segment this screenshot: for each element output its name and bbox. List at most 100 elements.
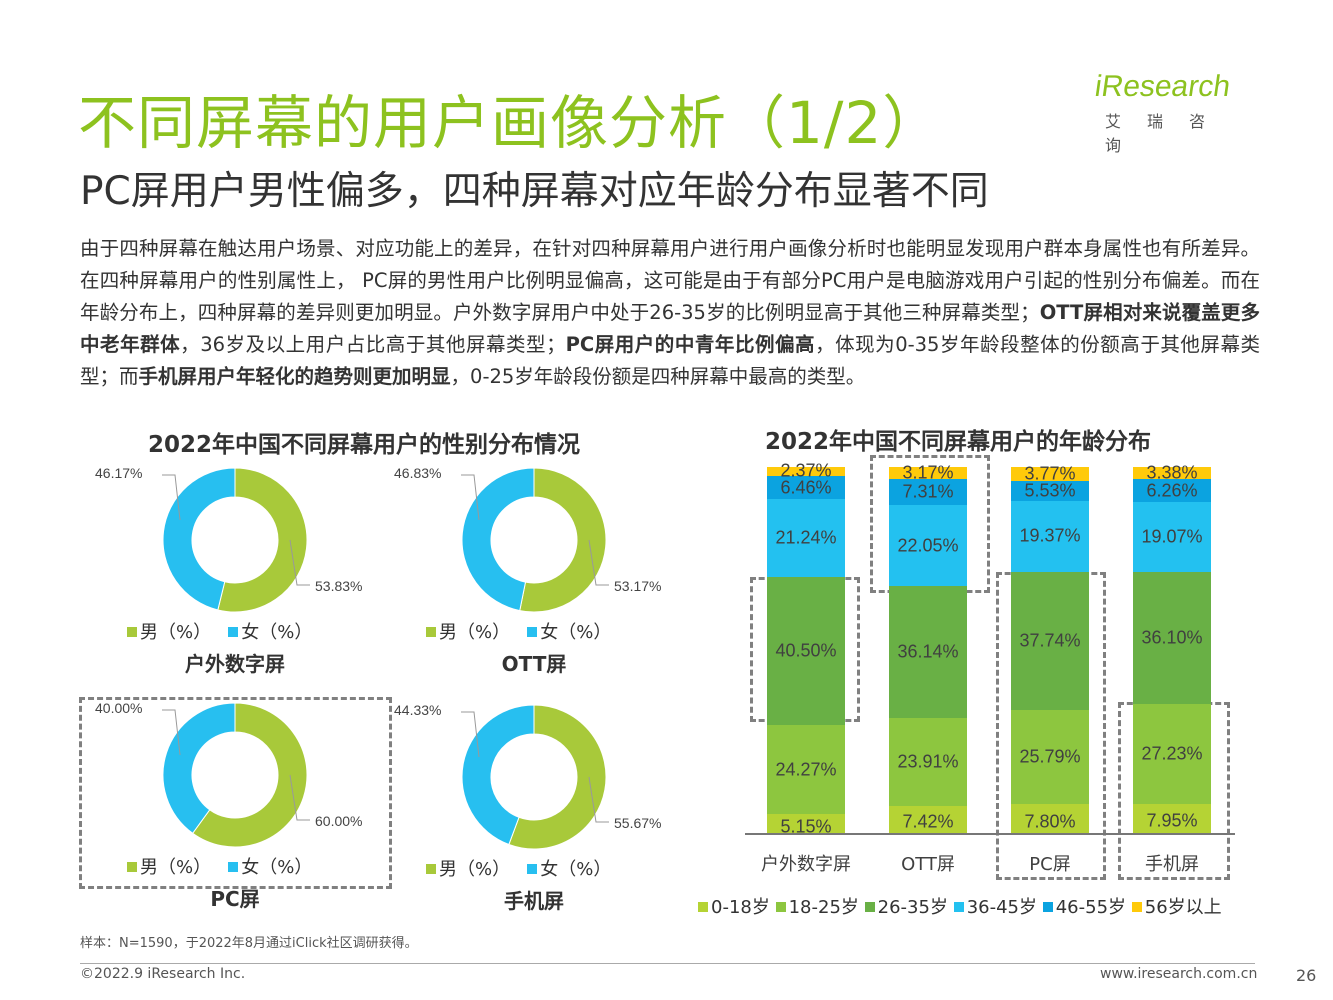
bar-segment — [1011, 804, 1089, 833]
body-text: ，0-25岁年龄段份额是四种屏幕中最高的类型。 — [450, 365, 866, 388]
category-label: PC屏 — [1029, 854, 1071, 875]
female-legend-label: 女（%） — [540, 859, 612, 880]
bar-segment — [1011, 571, 1089, 711]
female-pct-label: 46.17% — [95, 465, 143, 481]
bar-value-label: 36.14% — [897, 641, 959, 662]
bar-value-label: 24.27% — [775, 759, 837, 780]
bar-segment — [1133, 479, 1211, 503]
female-pct-label: 40.00% — [95, 700, 143, 716]
category-label: OTT屏 — [901, 854, 955, 875]
age-legend-swatch — [953, 902, 964, 912]
male-pct-label: 53.83% — [315, 578, 363, 594]
bar-segment — [1133, 502, 1211, 573]
age-legend-swatch — [775, 902, 786, 912]
gender-legend: 男（%） 女（%） — [426, 855, 611, 881]
male-pct-label: 53.17% — [614, 578, 662, 594]
age-legend-swatch — [1042, 902, 1053, 912]
bar-segment — [889, 718, 967, 806]
iresearch-logo: iResearch 艾瑞咨询 — [1092, 70, 1265, 156]
bar-value-label: 5.53% — [1024, 480, 1076, 501]
body-paragraph: 由于四种屏幕在触达用户场景、对应功能上的差异，在针对四种屏幕用户进行用户画像分析… — [80, 233, 1260, 393]
gender-legend: 男（%） 女（%） — [127, 618, 312, 644]
male-leader-line — [588, 776, 609, 823]
female-legend-swatch — [527, 627, 538, 637]
bar-segment — [889, 478, 967, 506]
donut-name: OTT屏 — [501, 652, 567, 676]
bar-segment — [889, 505, 967, 587]
male-legend-swatch — [426, 627, 436, 637]
bar-value-label: 7.95% — [1146, 810, 1198, 831]
bar-segment — [1133, 467, 1211, 480]
body-text: ，36岁及以上用户占比高于其他屏幕类型； — [180, 333, 566, 356]
female-slice — [461, 704, 535, 846]
female-legend-label: 女（%） — [241, 857, 313, 878]
male-slice — [217, 467, 308, 613]
website: www.iresearch.com.cn — [1100, 966, 1258, 982]
male-pct-label: 55.67% — [614, 815, 662, 831]
bar-segment — [1011, 501, 1089, 572]
age-legend: 0-18岁 18-25岁 26-35岁 36-45岁 46-55岁 56岁以上 — [698, 893, 1227, 919]
body-text: ，体现为0-35岁年龄段整体的份额高于其他屏幕类型；而 — [80, 333, 1260, 388]
male-legend-swatch — [127, 862, 137, 872]
male-pct-label: 60.00% — [315, 813, 363, 829]
bar-value-label: 7.80% — [1024, 811, 1076, 832]
bar-value-label: 3.17% — [902, 462, 954, 483]
bar-segment — [889, 467, 967, 479]
bar-segment — [889, 586, 967, 719]
donut-name: 户外数字屏 — [185, 652, 285, 676]
bar-segment — [1133, 572, 1211, 705]
bar-segment — [767, 725, 845, 815]
female-legend-swatch — [527, 864, 538, 874]
bar-value-label: 5.15% — [780, 816, 832, 837]
x-axis — [745, 833, 1235, 835]
female-legend-label: 女（%） — [241, 622, 313, 643]
sample-note: 样本：N=1590，于2022年8月通过iClick社区调研获得。 — [80, 936, 418, 951]
male-legend-label: 男（%） — [140, 622, 212, 643]
male-legend-swatch — [426, 864, 436, 874]
male-slice — [508, 704, 607, 850]
age-legend-label: 56岁以上 — [1144, 897, 1222, 918]
female-legend-swatch — [228, 862, 239, 872]
category-label: 户外数字屏 — [761, 854, 851, 875]
logo-text: iResearch — [1092, 70, 1233, 103]
donut-name: PC屏 — [210, 887, 260, 911]
female-leader-line — [461, 711, 480, 758]
bar-value-label: 3.38% — [1146, 462, 1198, 483]
male-leader-line — [289, 539, 310, 586]
body-emphasis: 手机屏用户年轻化的趋势则更加明显 — [138, 365, 451, 388]
pc-gender-highlight-box — [79, 697, 392, 889]
bar-segment — [767, 467, 845, 476]
female-legend-swatch — [228, 627, 239, 637]
female-pct-label: 44.33% — [394, 702, 442, 718]
age-legend-label: 0-18岁 — [711, 897, 770, 918]
male-legend-label: 男（%） — [439, 859, 511, 880]
footer-divider — [80, 963, 1255, 964]
bar-value-label: 27.23% — [1141, 743, 1203, 764]
bar-segment — [1133, 704, 1211, 804]
gender-chart-title: 2022年中国不同屏幕用户的性别分布情况 — [148, 432, 581, 458]
gender-legend: 男（%） 女（%） — [127, 853, 312, 879]
bar-segment — [767, 475, 845, 500]
age-legend-label: 18-25岁 — [788, 897, 859, 918]
female-legend-label: 女（%） — [540, 622, 612, 643]
category-label: 手机屏 — [1145, 854, 1199, 875]
logo-subtext: 艾瑞咨询 — [1105, 112, 1232, 155]
bar-segment — [1011, 710, 1089, 805]
male-leader-line — [588, 539, 609, 586]
body-text: 由于四种屏幕在触达用户场景、对应功能上的差异，在针对四种屏幕用户进行用户画像分析… — [80, 237, 1260, 324]
age-chart-title: 2022年中国不同屏幕用户的年龄分布 — [765, 429, 1152, 455]
bar-value-label: 19.07% — [1141, 526, 1203, 547]
page-subtitle: PC屏用户男性偏多，四种屏幕对应年龄分布显著不同 — [80, 169, 989, 214]
copyright: ©2022.9 iResearch Inc. — [80, 966, 246, 982]
bar-value-label: 25.79% — [1019, 746, 1081, 767]
bar-value-label: 22.05% — [897, 535, 959, 556]
gender-legend: 男（%） 女（%） — [426, 618, 611, 644]
age-legend-swatch — [864, 902, 875, 912]
bar-segment — [889, 805, 967, 833]
age-legend-label: 36-45岁 — [966, 897, 1037, 918]
bar-value-label: 37.74% — [1019, 630, 1081, 651]
bar-value-label: 23.91% — [897, 751, 959, 772]
body-emphasis: PC屏用户的中青年比例偏高 — [565, 333, 816, 356]
page-title: 不同屏幕的用户画像分析（1/2） — [78, 89, 942, 157]
bar-segment — [1011, 467, 1089, 481]
